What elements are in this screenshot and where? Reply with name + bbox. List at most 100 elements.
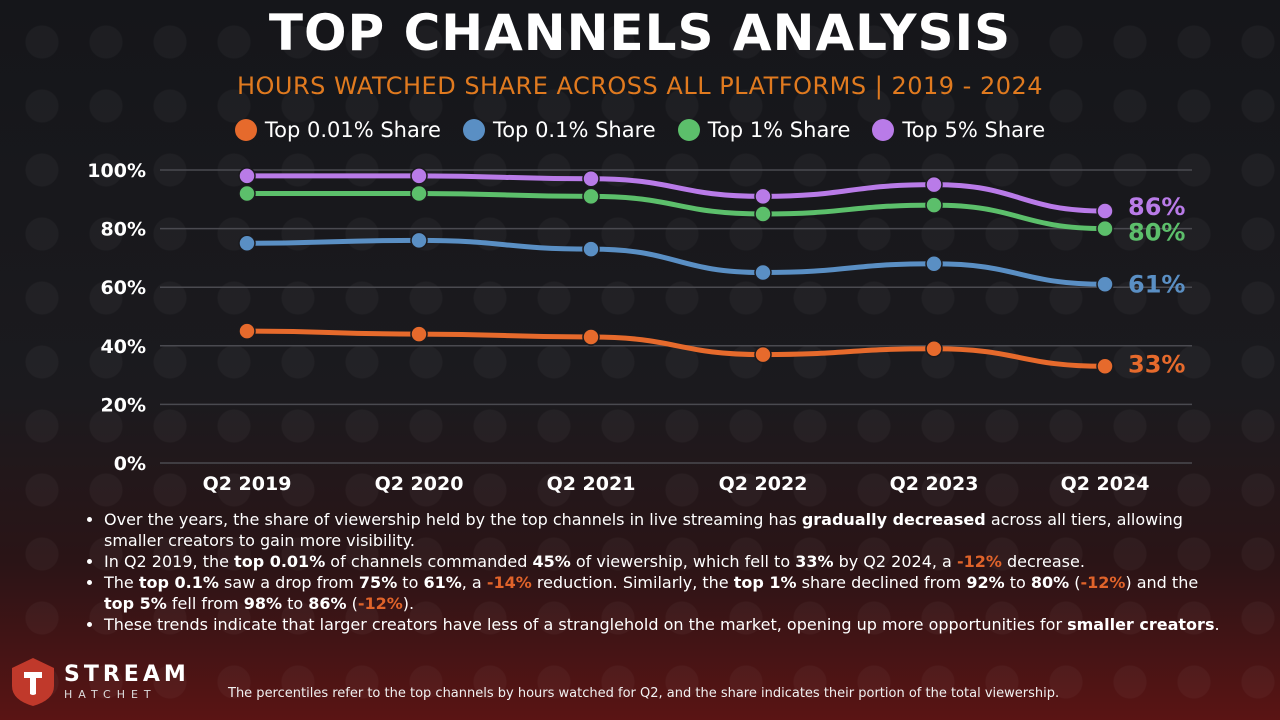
- series-line: [244, 237, 1108, 287]
- summary-bullets: Over the years, the share of viewership …: [88, 509, 1224, 635]
- text: In Q2 2019, the: [104, 552, 235, 571]
- legend-swatch: [677, 119, 700, 141]
- data-point: [1096, 219, 1114, 238]
- stream-hatchet-logo: STREAM HATCHET: [8, 656, 190, 708]
- legend-label: Top 1% Share: [707, 118, 851, 142]
- x-tick-label: Q2 2023: [890, 473, 979, 495]
- legend-item-top-5: Top 5% Share: [872, 118, 1045, 142]
- text: of viewership, which fell to: [570, 552, 796, 571]
- line-chart: 0% 20% 40% 60% 80% 100% Q2 2019 Q2 2020 Q2 2021 Q…: [87, 160, 1192, 495]
- bold-text: top 0.1%: [138, 573, 219, 592]
- hatchet-shield-icon: [12, 658, 54, 706]
- x-tick-label: Q2 2021: [547, 473, 636, 495]
- text: to: [281, 594, 309, 613]
- data-point: [410, 325, 428, 343]
- legend-swatch: [872, 119, 895, 141]
- y-tick-label: 80%: [101, 219, 146, 241]
- bold-text: 61%: [423, 573, 462, 592]
- data-point: [582, 187, 600, 206]
- data-point: [582, 328, 600, 346]
- data-point: [754, 187, 772, 206]
- data-point: [238, 184, 256, 203]
- data-point: [410, 231, 428, 250]
- legend-item-top-1: Top 1% Share: [677, 118, 851, 142]
- y-tick-label: 100%: [87, 160, 146, 182]
- data-point: [925, 196, 943, 214]
- data-point: [238, 234, 256, 252]
- bullet-item: The top 0.1% saw a drop from 75% to 61%,…: [104, 572, 1224, 614]
- data-point: [582, 240, 600, 258]
- text: .: [1214, 615, 1220, 634]
- text: to: [397, 573, 424, 592]
- data-point: [1096, 357, 1114, 376]
- x-tick-label: Q2 2019: [203, 473, 292, 495]
- y-tick-label: 0%: [114, 453, 146, 475]
- data-point: [1096, 202, 1114, 220]
- text: The: [104, 573, 139, 592]
- end-value-label: 33%: [1128, 350, 1185, 378]
- change-value: -14%: [486, 573, 532, 592]
- data-point: [410, 184, 428, 203]
- data-point: [238, 322, 256, 340]
- bold-text: 80%: [1030, 573, 1070, 592]
- y-tick-label: 40%: [101, 336, 146, 358]
- bold-text: 75%: [358, 573, 398, 592]
- bold-text: 45%: [532, 552, 571, 571]
- text: fell from: [166, 594, 244, 613]
- legend-swatch: [462, 119, 485, 141]
- legend-swatch: [234, 119, 257, 141]
- legend-item-top-0-1: Top 0.1% Share: [462, 118, 656, 142]
- bold-text: 86%: [308, 594, 347, 613]
- brand-name: STREAM: [64, 662, 190, 687]
- page-title: TOP CHANNELS ANALYSIS: [268, 4, 1012, 62]
- end-value-label: 80%: [1128, 219, 1185, 247]
- text: across all tiers, allowing smaller creat…: [104, 510, 1183, 550]
- bold-text: smaller creators: [1067, 615, 1215, 634]
- bullet-item: These trends indicate that larger creato…: [104, 614, 1224, 635]
- data-point: [925, 255, 943, 273]
- text: to: [1004, 573, 1031, 592]
- text: share declined from: [796, 573, 967, 592]
- change-value: -12%: [1080, 573, 1126, 592]
- bullet-item: In Q2 2019, the top 0.01% of channels co…: [104, 551, 1224, 572]
- end-value-label: 61%: [1128, 270, 1185, 298]
- data-point: [925, 339, 943, 358]
- end-value-label: 86%: [1128, 193, 1185, 221]
- text: (: [346, 594, 358, 613]
- bullet-item: Over the years, the share of viewership …: [104, 509, 1224, 551]
- data-point: [410, 167, 428, 185]
- text: reduction. Similarly, the: [531, 573, 734, 592]
- text: saw a drop from: [218, 573, 359, 592]
- change-value: -12%: [956, 552, 1002, 571]
- data-point: [754, 345, 772, 364]
- bold-text: 98%: [243, 594, 282, 613]
- brand-subname: HATCHET: [64, 688, 157, 701]
- text: decrease.: [1001, 552, 1085, 571]
- chart-legend: Top 0.01% Share Top 0.1% Share Top 1% Sh…: [0, 118, 1280, 142]
- legend-label: Top 0.01% Share: [264, 118, 441, 142]
- data-point: [925, 175, 943, 194]
- page-subtitle: HOURS WATCHED SHARE ACROSS ALL PLATFORMS…: [236, 72, 1044, 100]
- series-line: [244, 190, 1108, 232]
- legend-label: Top 5% Share: [902, 118, 1046, 142]
- text: by Q2 2024, a: [833, 552, 957, 571]
- text: ).: [402, 594, 415, 613]
- series-line: [244, 173, 1108, 214]
- data-point: [754, 205, 772, 223]
- y-tick-label: 20%: [101, 394, 146, 416]
- text: ) and the: [1125, 573, 1199, 592]
- text: , a: [461, 573, 487, 592]
- text: of channels commanded: [325, 552, 533, 571]
- bold-text: top 0.01%: [234, 552, 326, 571]
- x-tick-label: Q2 2022: [719, 473, 808, 495]
- bold-text: top 5%: [104, 594, 167, 613]
- x-tick-label: Q2 2020: [375, 473, 464, 495]
- series-line: [244, 328, 1108, 369]
- y-tick-label: 60%: [101, 277, 146, 299]
- legend-label: Top 0.1% Share: [492, 118, 656, 142]
- data-point: [1096, 275, 1114, 294]
- bold-text: top 1%: [733, 573, 797, 592]
- bold-text: 33%: [795, 552, 834, 571]
- data-point: [238, 167, 256, 185]
- bold-text: 92%: [966, 573, 1005, 592]
